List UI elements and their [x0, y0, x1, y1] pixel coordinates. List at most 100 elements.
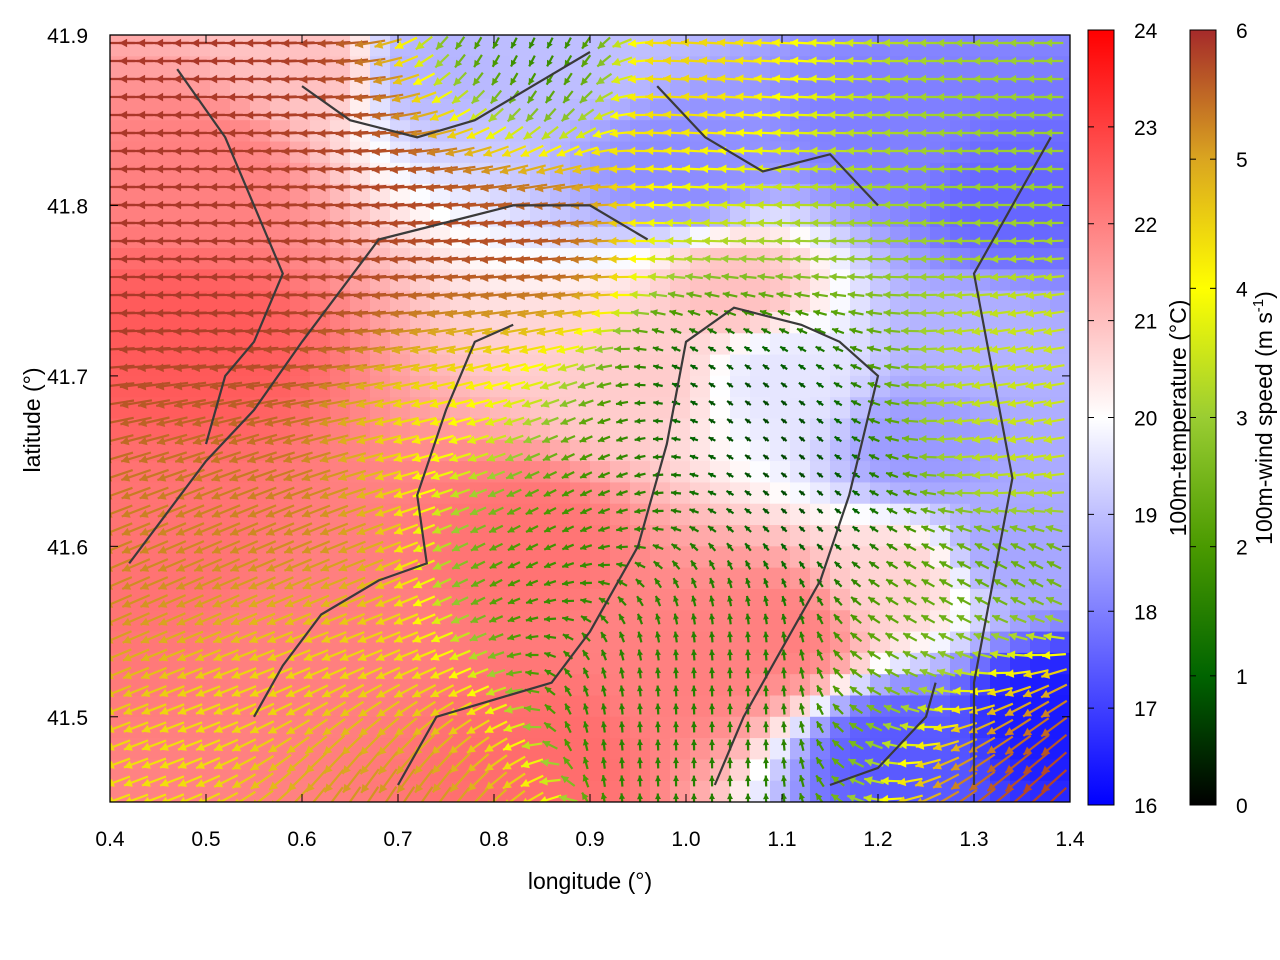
temperature-cell — [850, 652, 871, 675]
temperature-cell — [790, 780, 811, 802]
temperature-cell — [470, 35, 491, 57]
temperature-cell — [750, 610, 771, 633]
temperature-cell — [510, 120, 531, 143]
temperature-cell — [710, 567, 731, 590]
temperature-cell — [310, 482, 331, 505]
temperature-cell — [290, 269, 311, 292]
temperature-cell — [690, 759, 711, 782]
temperature-cell — [710, 631, 731, 654]
temperature-cell — [1050, 35, 1070, 57]
temperature-cell — [970, 461, 991, 484]
temperature-cell — [130, 77, 151, 100]
temperature-cell — [550, 588, 571, 611]
temperature-cell — [890, 418, 911, 441]
temperature-cell — [950, 503, 971, 526]
temperature-cell — [770, 226, 791, 249]
temperature-cell — [710, 674, 731, 697]
plot-area — [109, 34, 1071, 803]
temperature-cell — [770, 333, 791, 356]
temperature-cell — [610, 631, 631, 654]
temperature-cell — [710, 546, 731, 569]
temperature-cell — [730, 375, 751, 398]
temperature-cell — [270, 311, 291, 334]
temperature-cell — [770, 439, 791, 462]
temperature-cell — [290, 77, 311, 100]
colorbar-tick-label: 1 — [1236, 666, 1248, 689]
temperature-cell — [330, 184, 351, 207]
temperature-cell — [830, 35, 851, 57]
temperature-cell — [130, 269, 151, 292]
temperature-cell — [130, 503, 151, 526]
temperature-cell — [650, 695, 671, 718]
temperature-cell — [910, 588, 931, 611]
temperature-cell — [750, 184, 771, 207]
temperature-cell — [990, 269, 1011, 292]
temperature-cell — [850, 35, 871, 57]
temperature-cell — [510, 695, 531, 718]
temperature-cell — [970, 503, 991, 526]
temperature-cell — [310, 162, 331, 185]
temperature-cell — [570, 120, 591, 143]
temperature-cell — [730, 652, 751, 675]
temperature-cell — [930, 418, 951, 441]
temperature-cell — [710, 397, 731, 420]
x-tick-label: 0.8 — [479, 828, 508, 851]
temperature-cell — [730, 738, 751, 760]
y-tick-label: 41.7 — [47, 366, 88, 389]
temperature-cell — [990, 141, 1011, 164]
temperature-cell — [610, 525, 631, 547]
temperature-cell — [210, 269, 231, 292]
temperature-cell — [370, 77, 391, 100]
temperature-cell — [390, 311, 411, 334]
temperature-cell — [430, 588, 451, 611]
temperature-cell — [230, 35, 251, 57]
temperature-cell — [730, 610, 751, 633]
temperature-cell — [990, 162, 1011, 185]
temperature-cell — [190, 141, 211, 164]
temperature-cell — [710, 162, 731, 185]
temperature-cell — [350, 226, 371, 249]
temperature-cell — [470, 141, 491, 164]
temperature-cell — [150, 269, 171, 292]
temperature-cell — [490, 546, 511, 569]
temperature-cell — [790, 397, 811, 420]
temperature-cell — [1050, 503, 1070, 526]
temperature-cell — [750, 461, 771, 484]
temperature-cell — [710, 652, 731, 675]
temperature-cell — [650, 141, 671, 164]
temperature-cell — [530, 461, 551, 484]
temperature-cell — [770, 780, 791, 802]
temperature-cell — [590, 461, 611, 484]
temperature-cell — [550, 311, 571, 334]
temperature-cell — [150, 226, 171, 249]
temperature-cell — [750, 780, 771, 802]
temperature-cell — [890, 738, 911, 760]
temperature-cell — [870, 674, 891, 697]
temperature-cell — [490, 269, 511, 292]
temperature-cell — [790, 269, 811, 292]
temperature-cell — [430, 184, 451, 207]
temperature-cell — [310, 780, 331, 802]
temperature-cell — [450, 375, 471, 398]
wind-label-close: ) — [1251, 291, 1277, 299]
temperature-cell — [870, 461, 891, 484]
temperature-cell — [870, 482, 891, 505]
temperature-cell — [370, 269, 391, 292]
temperature-cell — [530, 503, 551, 526]
temperature-cell — [1050, 226, 1070, 249]
temperature-cell — [1050, 141, 1070, 164]
temperature-cell — [790, 439, 811, 462]
temperature-cell — [170, 184, 191, 207]
temperature-cell — [570, 482, 591, 505]
temperature-cell — [1050, 674, 1070, 697]
temperature-cell — [250, 141, 271, 164]
colorbar-tick-label: 6 — [1236, 20, 1248, 43]
temperature-cell — [910, 226, 931, 249]
temperature-cell — [510, 375, 531, 398]
temperature-cell — [410, 311, 431, 334]
temperature-cell — [770, 35, 791, 57]
temperature-cell — [290, 674, 311, 697]
temperature-cell — [970, 120, 991, 143]
temperature-cell — [750, 375, 771, 398]
x-tick-label: 0.5 — [191, 828, 220, 851]
